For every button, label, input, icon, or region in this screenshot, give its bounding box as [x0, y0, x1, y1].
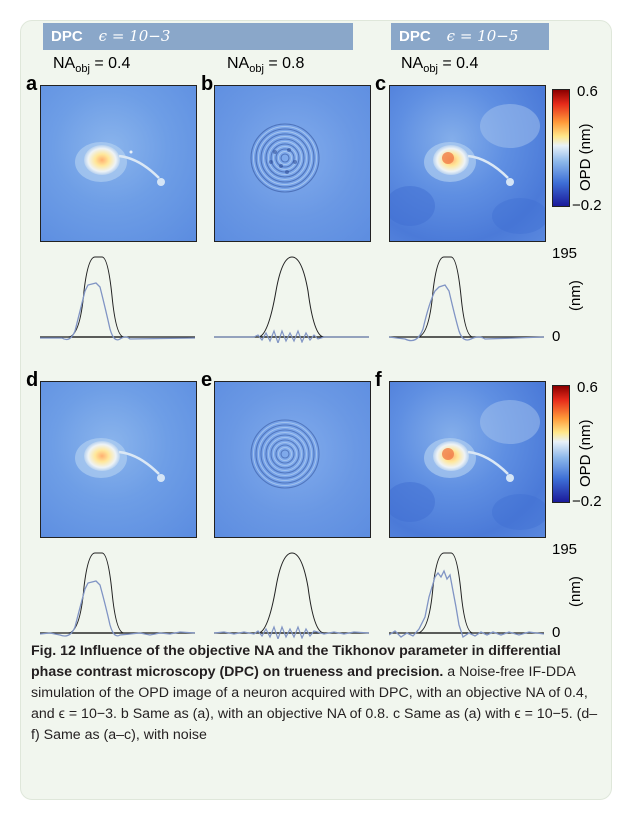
panel-label-e: e [201, 369, 213, 391]
panel-label-f: f [375, 369, 382, 391]
header-left-eps: ϵ = 10−3 [98, 27, 171, 45]
colorbar-top-label: OPD (nm) [577, 123, 594, 192]
profile-b [214, 256, 369, 343]
na-label-c: NAobj = 0.4 [401, 55, 479, 76]
profile-top-tick-195: 195 [552, 245, 578, 262]
figure-frame: DPC ϵ = 10−3 DPC ϵ = 10−5 NAobj = 0.4 NAob… [20, 20, 612, 800]
colorbar-bottom [552, 385, 570, 503]
profile-e [214, 552, 369, 639]
header-right: DPC ϵ = 10−5 [391, 23, 549, 50]
header-right-method: DPC [399, 28, 431, 45]
colorbar-top-max: 0.6 [577, 83, 598, 100]
opd-image-c [389, 85, 546, 242]
caption-title: Fig. 12 Influence of the objective NA an… [31, 643, 561, 680]
colorbar-top [552, 89, 570, 207]
opd-image-b [214, 85, 371, 242]
figure-caption: Fig. 12 Influence of the objective NA an… [31, 641, 601, 746]
header-left: DPC ϵ = 10−3 [43, 23, 353, 50]
profile-f [389, 552, 544, 639]
opd-image-e [214, 381, 371, 538]
opd-image-f [389, 381, 546, 538]
opd-image-d [40, 381, 197, 538]
colorbar-bottom-min: −0.2 [572, 493, 602, 510]
profile-d [40, 552, 195, 637]
panel-label-d: d [26, 369, 39, 391]
na-label-b: NAobj = 0.8 [227, 55, 305, 76]
na-label-a: NAobj = 0.4 [53, 55, 131, 76]
colorbar-top-min: −0.2 [572, 197, 602, 214]
profile-c [389, 256, 544, 342]
profile-bottom-unit: (nm) [567, 576, 584, 607]
profile-bottom-tick-0: 0 [552, 624, 561, 641]
panel-label-a: a [26, 73, 38, 95]
profile-top-tick-0: 0 [552, 328, 561, 345]
caption-body: a Noise-free IF-DDA simulation of the OP… [31, 664, 598, 743]
profile-bottom-tick-195: 195 [552, 541, 578, 558]
opd-image-a [40, 85, 197, 242]
panel-label-c: c [375, 73, 387, 95]
colorbar-bottom-max: 0.6 [577, 379, 598, 396]
panel-label-b: b [201, 73, 214, 95]
header-left-method: DPC [51, 28, 83, 45]
header-right-eps: ϵ = 10−5 [446, 27, 519, 45]
colorbar-bottom-label: OPD (nm) [577, 419, 594, 488]
profile-a [40, 256, 195, 341]
profile-top-unit: (nm) [567, 280, 584, 311]
